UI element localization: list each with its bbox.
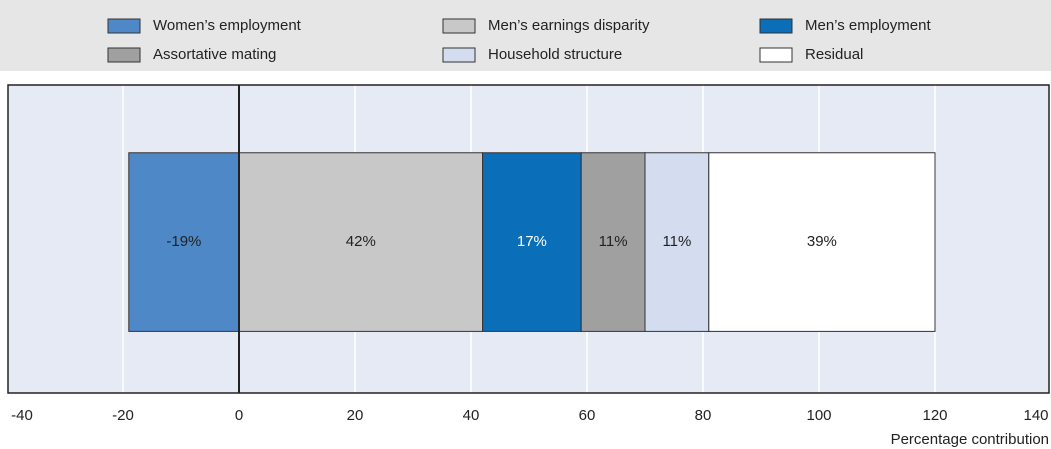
- x-tick-label: 140: [1023, 407, 1048, 424]
- legend-label: Women’s employment: [153, 17, 302, 34]
- legend-label: Household structure: [488, 46, 622, 63]
- x-tick-label: 0: [235, 407, 243, 424]
- x-tick-label: 100: [806, 407, 831, 424]
- x-tick-label: 60: [579, 407, 596, 424]
- bar-segment: [580, 152, 646, 332]
- legend-swatch: [442, 47, 476, 63]
- bar-segment: [708, 152, 936, 332]
- bar-segment: [128, 152, 240, 332]
- x-tick-label: 20: [347, 407, 364, 424]
- x-axis-label: Percentage contribution: [891, 431, 1049, 448]
- legend-swatch: [442, 18, 476, 34]
- legend-label: Men’s earnings disparity: [488, 17, 650, 34]
- legend-background: [0, 0, 1051, 71]
- value-label: 39%: [807, 233, 837, 250]
- x-tick-label: 120: [922, 407, 947, 424]
- x-tick-label: -20: [112, 407, 134, 424]
- legend-label: Assortative mating: [153, 46, 276, 63]
- value-label: -19%: [166, 233, 201, 250]
- legend-label: Men’s employment: [805, 17, 931, 34]
- x-tick-label: 40: [463, 407, 480, 424]
- legend-swatch: [759, 18, 793, 34]
- value-label: 11%: [662, 233, 691, 250]
- value-label: 17%: [517, 233, 547, 250]
- value-label: 11%: [599, 233, 628, 250]
- legend-swatch: [107, 18, 141, 34]
- bar-segment: [482, 152, 582, 332]
- x-tick-label: 80: [695, 407, 712, 424]
- legend-swatch: [107, 47, 141, 63]
- plot-frame: [7, 84, 1050, 394]
- x-tick-label: -40: [11, 407, 33, 424]
- bar-segment: [644, 152, 710, 332]
- legend-swatch: [759, 47, 793, 63]
- value-label: 42%: [346, 233, 376, 250]
- legend-label: Residual: [805, 46, 863, 63]
